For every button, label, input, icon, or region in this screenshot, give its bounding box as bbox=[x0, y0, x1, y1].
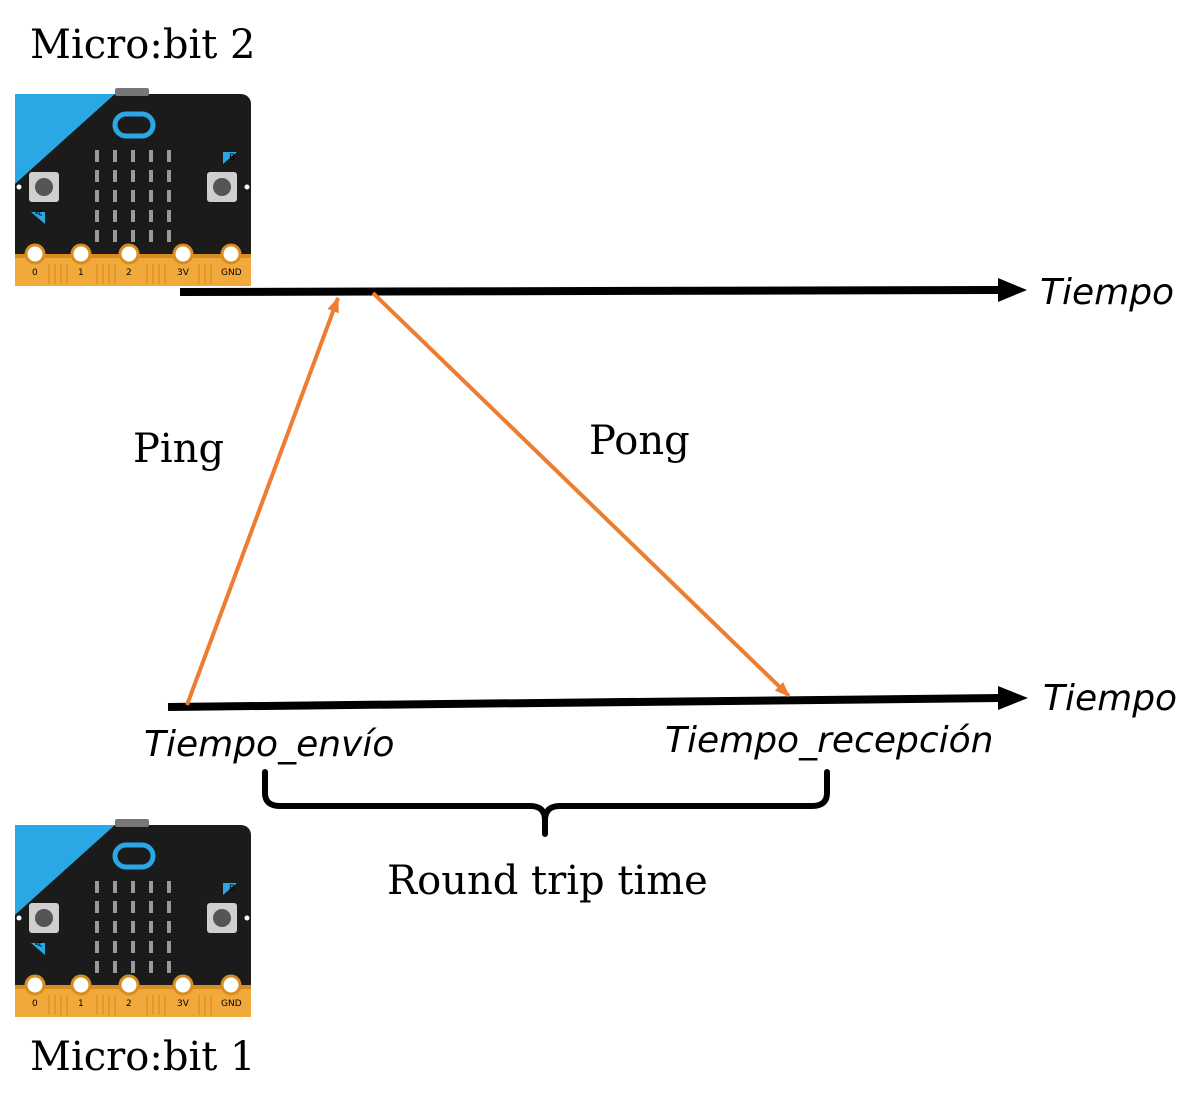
send-time-label: Tiempo_envío bbox=[144, 724, 394, 765]
button-b-label: B bbox=[229, 153, 235, 163]
pin-3v-label: 3V bbox=[177, 999, 190, 1009]
microbit-1-title: Micro:bit 1 bbox=[30, 1034, 255, 1080]
button-b-label: B bbox=[229, 884, 235, 894]
top-timeline-arrowhead bbox=[998, 278, 1027, 302]
pin-gnd-label: GND bbox=[221, 268, 242, 278]
button-a-label: A bbox=[35, 940, 45, 947]
pong-arrow bbox=[371, 291, 791, 698]
pin-1-label: 1 bbox=[78, 999, 84, 1009]
pin-0-label: 0 bbox=[32, 268, 38, 278]
button-a-label: A bbox=[35, 209, 45, 216]
pin-2-label: 2 bbox=[126, 999, 132, 1009]
ping-label: Ping bbox=[133, 426, 224, 472]
top-timeline bbox=[179, 286, 1001, 296]
microbit-2-board: A B 0 1 2 3V GND bbox=[15, 88, 251, 286]
microbit-1-board: A B 0 1 2 3V GND bbox=[15, 819, 251, 1017]
pin-3v-label: 3V bbox=[177, 268, 190, 278]
bottom-timeline bbox=[167, 694, 1001, 711]
pong-label: Pong bbox=[589, 418, 690, 464]
bottom-timeline-label: Tiempo bbox=[1043, 678, 1177, 719]
ping-arrow bbox=[185, 297, 340, 706]
pin-1-label: 1 bbox=[78, 268, 84, 278]
pin-gnd-label: GND bbox=[221, 999, 242, 1009]
bottom-timeline-arrowhead bbox=[998, 686, 1028, 710]
pin-0-label: 0 bbox=[32, 999, 38, 1009]
pin-2-label: 2 bbox=[126, 268, 132, 278]
top-timeline-label: Tiempo bbox=[1040, 272, 1174, 313]
receive-time-label: Tiempo_recepción bbox=[665, 720, 993, 761]
round-trip-brace bbox=[262, 769, 830, 837]
round-trip-time-label: Round trip time bbox=[387, 858, 708, 904]
microbit-2-title: Micro:bit 2 bbox=[30, 22, 255, 68]
